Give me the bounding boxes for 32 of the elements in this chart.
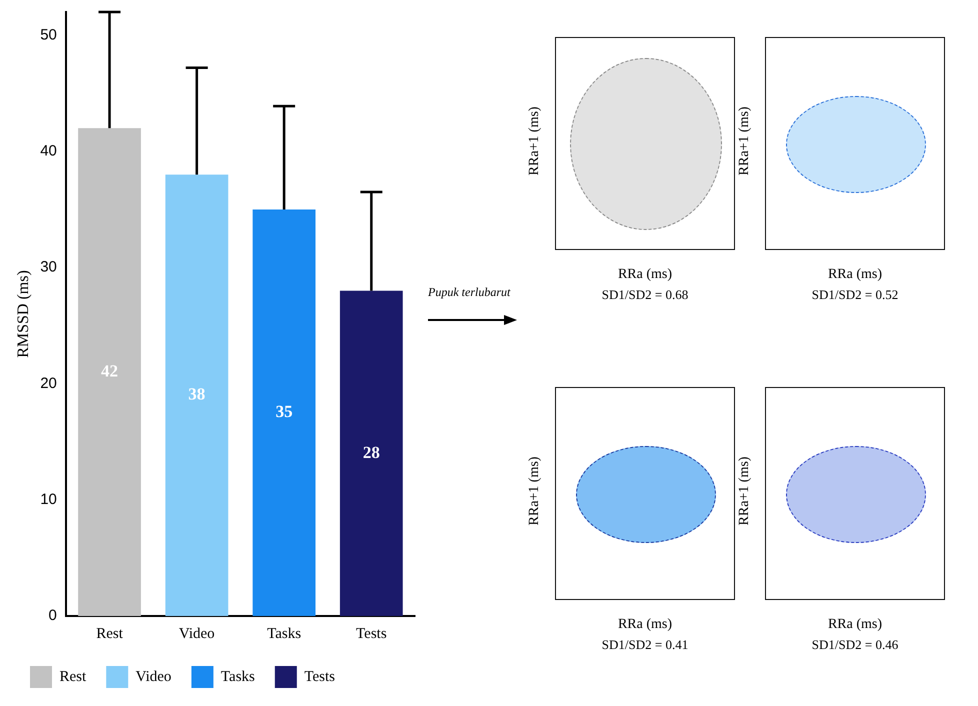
y-tick-label: 20 <box>40 374 57 392</box>
legend-label: Rest <box>60 668 87 685</box>
x-tick-label: Tests <box>356 626 387 642</box>
text: RRa+1 (ms) <box>527 456 543 528</box>
y-tick-label: 40 <box>40 142 57 160</box>
y-tick-label: 0 <box>48 607 57 624</box>
text: RRa (ms) <box>826 267 884 283</box>
data-label: 42 <box>101 361 118 380</box>
legend-label: Video <box>136 668 172 685</box>
text: SD1/SD2 = 0.68 <box>600 287 690 303</box>
text: SD1/SD2 = 0.52 <box>810 287 900 303</box>
text: SD1/SD2 = 0.46 <box>810 637 900 653</box>
x-tick-label: Video <box>178 626 215 642</box>
y-tick-label: 30 <box>40 258 57 276</box>
text: RRa+1 (ms) <box>527 106 543 178</box>
legend-label: Tests <box>304 668 336 685</box>
text: SD1/SD2 = 0.41 <box>600 637 690 653</box>
text: Pupuk terlubarut <box>428 285 510 300</box>
y-tick-label: 10 <box>40 490 57 508</box>
text: RRa+1 (ms) <box>737 106 753 178</box>
data-label: 35 <box>276 402 293 422</box>
x-tick-label: Rest <box>96 626 124 642</box>
text: RRa+1 (ms) <box>737 456 753 528</box>
data-label: 28 <box>362 442 380 462</box>
legend-label: Tasks <box>220 668 256 685</box>
text: RRa (ms) <box>616 617 674 633</box>
y-axis-title: RMSSD (ms) <box>14 270 32 358</box>
text: RRa (ms) <box>826 617 884 633</box>
text: RRa (ms) <box>616 267 674 283</box>
y-tick-label: 50 <box>40 26 57 44</box>
x-tick-label: Tasks <box>267 626 302 642</box>
data-label: 38 <box>188 384 206 404</box>
